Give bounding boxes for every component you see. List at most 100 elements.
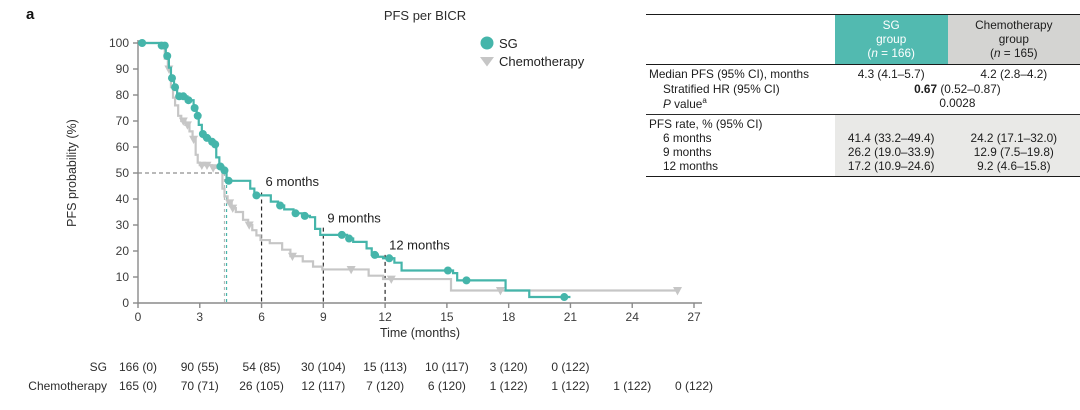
- censor-mark-triangle: [189, 135, 199, 144]
- panel-label: a: [26, 6, 35, 23]
- km-curve: [138, 41, 680, 292]
- chart-title: PFS per BICR: [384, 8, 466, 23]
- censor-mark-circle: [291, 209, 300, 218]
- sg-header-line1: SG: [882, 18, 900, 32]
- censor-mark-circle: [276, 201, 285, 210]
- y-tick-label: 20: [116, 244, 130, 258]
- censor-mark-circle: [193, 111, 202, 120]
- x-tick-label: 21: [564, 310, 578, 324]
- legend-chemo-marker-icon: [480, 57, 494, 67]
- censor-mark-triangle: [202, 161, 212, 170]
- x-tick-label: 15: [440, 310, 454, 324]
- x-tick-label: 3: [196, 310, 203, 324]
- x-tick-label: 9: [320, 310, 327, 324]
- median-pfs-label: Median PFS (95% CI), months: [649, 67, 809, 82]
- at-risk-value: 30 (104): [301, 360, 346, 374]
- hr-label: Stratified HR (95% CI): [663, 81, 780, 96]
- legend-sg-marker-icon: [480, 36, 494, 50]
- rate-6mo-sg-value: 41.4 (33.2–49.4): [834, 131, 948, 146]
- p-value-label: P valuea: [663, 95, 707, 111]
- censor-mark-circle: [190, 104, 199, 112]
- censor-mark-triangle: [228, 204, 238, 213]
- censor-mark-triangle: [208, 164, 218, 173]
- censor-mark-circle: [224, 176, 233, 185]
- at-risk-table: SG 166 (0) 90 (55) 54 (85) 30 (104) 15 (113) 1…: [28, 360, 713, 393]
- censor-mark-triangle: [346, 265, 356, 275]
- censor-mark-circle: [370, 250, 379, 259]
- row-pfs-rate-header: PFS rate, % (95% CI): [646, 113, 1080, 132]
- axis-tick-labels: 0 10 20 30 40 50 60 70 80 90 100 0 3 6 9 12 15 18 21 24 27: [109, 36, 701, 324]
- legend: SG Chemotherapy: [480, 36, 585, 69]
- at-risk-row-label: SG: [90, 360, 107, 374]
- rate-12mo-chemo-value: 9.2 (4.6–15.8): [947, 159, 1080, 177]
- x-tick-label: 12: [378, 310, 392, 324]
- censor-mark-circle: [252, 191, 261, 200]
- sg-header-n: (n = 166): [867, 46, 915, 61]
- stats-table: SG group (n = 166) Chemotherapy group (n…: [646, 14, 1080, 178]
- stats-table-header-row: SG group (n = 166) Chemotherapy group (n…: [646, 14, 1080, 66]
- legend-chemo-label: Chemotherapy: [499, 54, 585, 69]
- stats-header-sg-group: SG group (n = 166): [834, 14, 948, 66]
- at-risk-value: 1 (122): [551, 379, 589, 393]
- censor-mark-triangle: [287, 252, 297, 261]
- rate-12mo-label: 12 months: [663, 159, 719, 174]
- y-tick-label: 30: [116, 218, 130, 232]
- landmark-label-12mo: 12 months: [389, 238, 450, 253]
- censor-mark-circle: [167, 74, 176, 83]
- legend-sg-label: SG: [499, 36, 518, 51]
- censor-mark-triangle: [244, 221, 254, 230]
- censor-mark-circle: [560, 293, 569, 302]
- censor-mark-circle: [337, 230, 346, 239]
- censor-mark-circle: [138, 39, 147, 47]
- censor-mark-circle: [300, 211, 309, 220]
- at-risk-value: 6 (120): [428, 379, 466, 393]
- y-tick-label: 10: [116, 270, 130, 284]
- x-tick-label: 24: [626, 310, 640, 324]
- at-risk-value: 90 (55): [181, 360, 219, 374]
- at-risk-value: 3 (120): [490, 360, 528, 374]
- censor-mark-circle: [462, 276, 471, 285]
- x-tick-label: 0: [135, 310, 142, 324]
- rate-9mo-chemo-value: 12.9 (7.5–19.8): [947, 145, 1080, 160]
- row-rate-9mo: 9 months 26.2 (19.0–33.9) 12.9 (7.5–19.8…: [646, 145, 1080, 160]
- censor-mark-circle: [211, 140, 220, 149]
- y-tick-label: 90: [116, 62, 130, 76]
- row-median-pfs: Median PFS (95% CI), months 4.3 (4.1–5.7…: [646, 65, 1080, 82]
- median-pfs-sg-value: 4.3 (4.1–5.7): [857, 67, 925, 82]
- y-tick-label: 60: [116, 140, 130, 154]
- p-value: 0.0028: [939, 95, 976, 110]
- chemo-header-n: (n = 165): [990, 46, 1038, 61]
- axes: [133, 40, 702, 308]
- x-tick-label: 18: [502, 310, 516, 324]
- rate-12mo-sg-value: 17.2 (10.9–24.6): [834, 159, 948, 177]
- at-risk-value: 1 (122): [613, 379, 651, 393]
- landmark-label-9mo: 9 months: [327, 210, 381, 225]
- at-risk-value: 15 (113): [363, 360, 407, 374]
- at-risk-value: 26 (105): [239, 379, 284, 393]
- rate-6mo-label: 6 months: [663, 131, 712, 146]
- median-pfs-chemo-value: 4.2 (2.8–4.2): [980, 67, 1048, 82]
- x-tick-label: 27: [687, 310, 701, 324]
- censor-mark-triangle: [495, 287, 505, 296]
- y-axis-title: PFS probability (%): [65, 119, 79, 227]
- y-tick-label: 40: [116, 192, 130, 206]
- censor-mark-triangle: [225, 199, 235, 208]
- pfs-rate-header-spacer: [834, 113, 1080, 132]
- x-tick-label: 6: [258, 310, 265, 324]
- at-risk-value: 165 (0): [119, 379, 157, 393]
- y-tick-label: 80: [116, 88, 130, 102]
- rate-9mo-sg-value: 26.2 (19.0–33.9): [834, 145, 948, 160]
- at-risk-value: 0 (122): [675, 379, 713, 393]
- hr-value: 0.67 (0.52–0.87): [914, 81, 1001, 96]
- series-sg: [138, 39, 571, 302]
- y-tick-label: 70: [116, 114, 130, 128]
- censor-mark-circle: [160, 41, 169, 50]
- row-rate-12mo: 12 months 17.2 (10.9–24.6) 9.2 (4.6–15.8…: [646, 159, 1080, 177]
- stats-header-empty-cell: [646, 14, 835, 66]
- censor-mark-circle: [171, 83, 180, 92]
- at-risk-value: 166 (0): [119, 360, 157, 374]
- x-axis-title: Time (months): [380, 326, 460, 340]
- sg-header-line2: group: [876, 32, 907, 47]
